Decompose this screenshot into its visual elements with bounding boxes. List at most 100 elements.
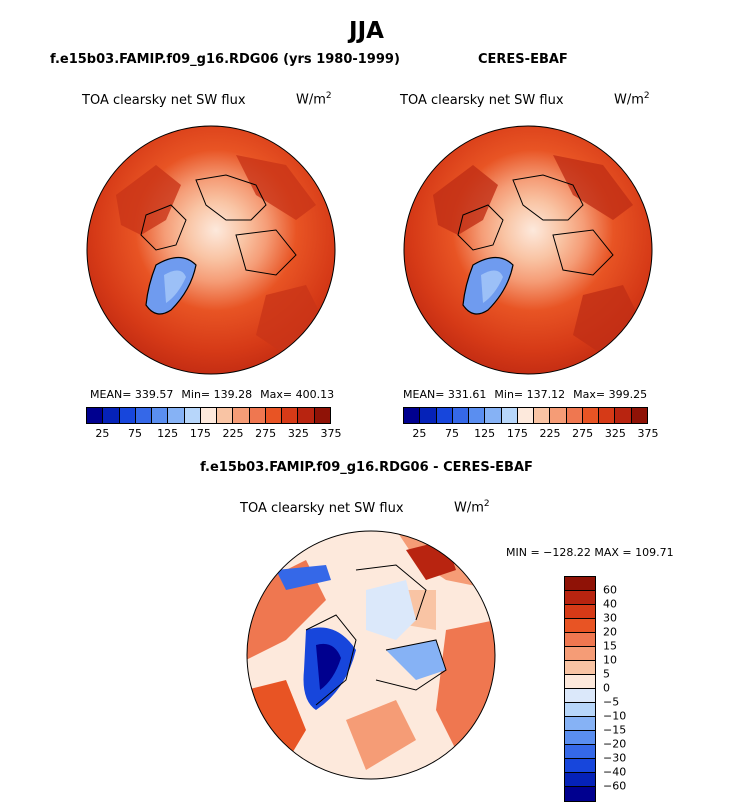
stat-mean: MEAN= 331.61 — [403, 388, 487, 401]
season-title: JJA — [349, 18, 384, 44]
coastlines — [305, 564, 447, 706]
colorbar-tick-label: 175 — [189, 427, 211, 440]
panel-model-title: f.e15b03.FAMIP.f09_g16.RDG06 (yrs 1980-1… — [50, 52, 400, 67]
colorbar-swatch — [152, 408, 169, 423]
colorbar-obs — [403, 407, 648, 424]
colorbar-tick-label: 325 — [287, 427, 309, 440]
colorbar-swatch — [565, 759, 595, 773]
colorbar-swatch — [298, 408, 315, 423]
colorbar-swatch — [565, 647, 595, 661]
coastlines — [457, 174, 614, 276]
diff-negative-region — [316, 643, 341, 690]
colorbar-tick-label: 225 — [539, 427, 561, 440]
colorbar-swatch — [565, 689, 595, 703]
colorbar-tick-label: 0 — [603, 681, 610, 695]
colorbar-swatch — [565, 633, 595, 647]
colorbar-swatch — [282, 408, 299, 423]
colorbar-tick-label: 25 — [412, 427, 427, 440]
panel-diff-units: W/m2 — [454, 499, 490, 516]
colorbar-diff-labels: 60 40 30 20 15 10 5 0 −5 −10 −15 −20 −30 −40 −60 — [603, 576, 663, 802]
panel-diff-title: f.e15b03.FAMIP.f09_g16.RDG06 - CERES-EBA… — [200, 460, 533, 475]
diff-negative-region — [366, 580, 416, 640]
colorbar-swatch — [103, 408, 120, 423]
colorbar-swatch — [168, 408, 185, 423]
stat-max: Max= 399.25 — [573, 388, 648, 401]
colorbar-swatch — [582, 408, 600, 423]
colorbar-swatch — [249, 408, 266, 423]
panel-diff-minmax: MIN = −128.22 MAX = 109.71 — [506, 546, 674, 559]
colorbar-swatch — [517, 408, 535, 423]
panel-obs-stats: MEAN= 331.61 Min= 137.12 Max= 399.25 — [403, 388, 655, 401]
colorbar-swatch — [565, 661, 595, 675]
colorbar-obs-ticks: 25 75 125 175 225 275 325 375 — [403, 427, 658, 441]
colorbar-tick-label: 275 — [255, 427, 277, 440]
colorbar-swatch — [485, 408, 502, 423]
coastlines — [140, 174, 297, 276]
colorbar-swatch — [615, 408, 632, 423]
colorbar-tick-label: −40 — [603, 765, 627, 779]
land-eurasia — [236, 155, 316, 220]
colorbar-tick-label: −20 — [603, 737, 627, 751]
land-north-america — [116, 165, 181, 235]
colorbar-swatch — [566, 408, 583, 423]
colorbar-swatch — [135, 408, 153, 423]
map-border — [86, 125, 336, 375]
colorbar-swatch — [565, 675, 595, 689]
land-eurasia — [553, 155, 633, 220]
panel-obs-field-label: TOA clearsky net SW flux — [400, 93, 564, 108]
colorbar-tick-label: −10 — [603, 709, 627, 723]
colorbar-swatch — [184, 408, 201, 423]
colorbar-swatch — [452, 408, 470, 423]
colorbar-tick-label: 325 — [604, 427, 626, 440]
colorbar-swatch — [265, 408, 283, 423]
colorbar-swatch — [436, 408, 453, 423]
colorbar-swatch — [119, 408, 136, 423]
stat-mean: MEAN= 339.57 — [90, 388, 174, 401]
map-border — [246, 530, 496, 780]
colorbar-swatch — [631, 408, 647, 423]
colorbar-swatch — [501, 408, 518, 423]
diff-negative-region — [276, 565, 331, 590]
colorbar-tick-label: 15 — [603, 639, 617, 653]
colorbar-swatch — [87, 408, 104, 423]
colorbar-swatch — [200, 408, 218, 423]
panel-diff-field-label: TOA clearsky net SW flux — [240, 501, 404, 516]
colorbar-swatch — [599, 408, 616, 423]
stat-min: Min= 137.12 — [494, 388, 566, 401]
diff-negative-region — [386, 640, 446, 680]
panel-obs-map — [403, 125, 653, 375]
greenland-inner — [164, 270, 186, 303]
colorbar-swatch — [314, 408, 330, 423]
colorbar-tick-label: 10 — [603, 653, 617, 667]
colorbar-swatch — [565, 577, 595, 591]
colorbar-tick-label: 25 — [95, 427, 110, 440]
stat-max: Max= 400.13 — [260, 388, 335, 401]
colorbar-tick-label: 75 — [445, 427, 459, 440]
map-border — [403, 125, 653, 375]
colorbar-swatch — [565, 745, 595, 759]
colorbar-swatch — [565, 773, 595, 787]
colorbar-tick-label: 375 — [637, 427, 659, 440]
colorbar-swatch — [565, 731, 595, 745]
colorbar-tick-label: −15 — [603, 723, 627, 737]
colorbar-tick-label: 275 — [572, 427, 594, 440]
panel-model-units: W/m2 — [296, 91, 332, 108]
panel-model-field-label: TOA clearsky net SW flux — [82, 93, 246, 108]
diff-positive-region — [346, 700, 416, 770]
colorbar-tick-label: 40 — [603, 597, 617, 611]
colorbar-swatch — [565, 787, 595, 801]
colorbar-swatch — [420, 408, 437, 423]
colorbar-swatch — [534, 408, 551, 423]
panel-model-map — [86, 125, 336, 375]
colorbar-tick-label: 225 — [222, 427, 244, 440]
colorbar-tick-label: 20 — [603, 625, 617, 639]
colorbar-swatch — [565, 717, 595, 731]
colorbar-tick-label: 75 — [128, 427, 142, 440]
colorbar-model — [86, 407, 331, 424]
land-north-america — [433, 165, 498, 235]
colorbar-tick-label: −5 — [603, 695, 620, 709]
colorbar-tick-label: 5 — [603, 667, 610, 681]
panel-model-stats: MEAN= 339.57 Min= 139.28 Max= 400.13 — [90, 388, 342, 401]
colorbar-tick-label: 125 — [474, 427, 496, 440]
colorbar-tick-label: −30 — [603, 751, 627, 765]
